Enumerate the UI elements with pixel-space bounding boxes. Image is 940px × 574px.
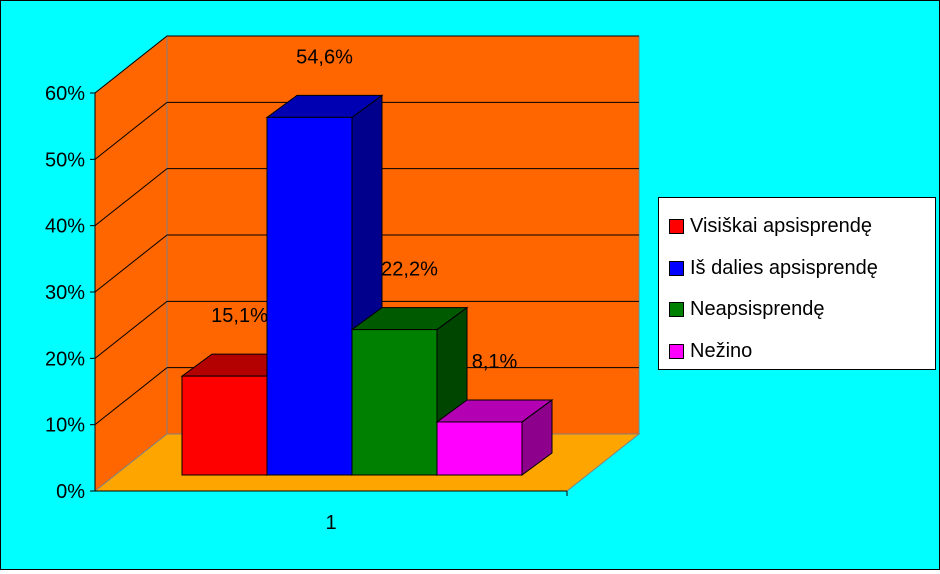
data-label-3: 8,1% xyxy=(472,351,518,373)
data-label-2: 22,2% xyxy=(381,259,438,281)
legend-label-2: Neapsisprendę xyxy=(690,297,825,320)
gridline-side xyxy=(94,35,168,94)
bar-2 xyxy=(351,329,438,476)
legend-swatch-1 xyxy=(669,260,684,276)
legend-item-0: Visiškai apsisprendę xyxy=(669,214,872,238)
legend: Visiškai apsisprendę Iš dalies apsispren… xyxy=(658,197,936,370)
legend-swatch-0 xyxy=(669,218,684,234)
legend-item-3: Nežino xyxy=(669,339,752,363)
y-tick-label: 30% xyxy=(45,282,85,304)
legend-label-3: Nežino xyxy=(690,339,753,362)
legend-item-2: Neapsisprendę xyxy=(669,297,825,321)
bar-1 xyxy=(266,116,353,476)
data-label-0: 15,1% xyxy=(211,305,268,327)
y-tick-label: 40% xyxy=(45,216,85,238)
y-tick-label: 60% xyxy=(45,83,85,105)
gridline-side xyxy=(94,367,168,426)
gridline-side xyxy=(94,234,168,293)
data-label-1: 54,6% xyxy=(296,46,353,68)
legend-label-0: Visiškai apsisprendę xyxy=(690,214,872,237)
y-tick-label: 0% xyxy=(56,481,85,503)
legend-swatch-2 xyxy=(669,301,684,317)
gridline-side xyxy=(94,101,168,160)
legend-label-1: Iš dalies apsisprendę xyxy=(690,256,878,279)
bar-3 xyxy=(436,421,523,476)
gridline-side xyxy=(94,168,168,227)
legend-item-1: Iš dalies apsisprendę xyxy=(669,256,878,280)
y-tick-label: 20% xyxy=(45,348,85,370)
y-tick-label: 10% xyxy=(45,415,85,437)
y-tick-label: 50% xyxy=(45,149,85,171)
bar-0 xyxy=(181,375,268,476)
gridline-side xyxy=(94,300,168,359)
x-tick-label: 1 xyxy=(325,512,336,534)
legend-swatch-3 xyxy=(669,343,684,359)
